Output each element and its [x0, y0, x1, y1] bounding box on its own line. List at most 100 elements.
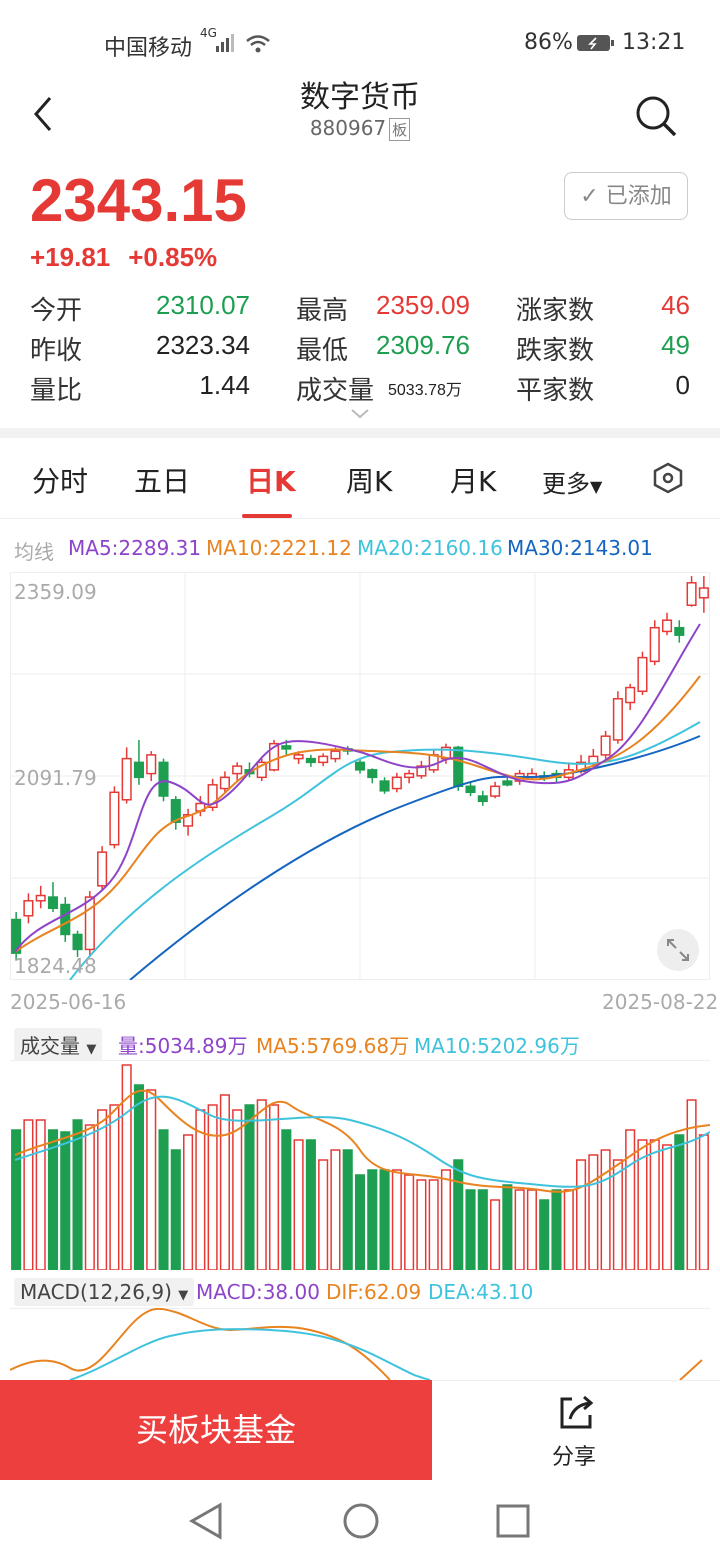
- candle-body: [330, 750, 341, 760]
- price-change: +19.81 +0.85%: [30, 242, 235, 273]
- change-percent: +0.85%: [128, 242, 218, 272]
- volume-bar: [391, 1169, 402, 1270]
- check-icon: ✓: [580, 184, 599, 209]
- volume-bar: [686, 1099, 697, 1270]
- tab-more-label: 更多: [542, 470, 590, 498]
- added-watchlist-button[interactable]: ✓ 已添加: [564, 172, 688, 220]
- volume-bar: [539, 1199, 550, 1270]
- tab-daily-k[interactable]: 日K: [246, 465, 296, 498]
- volume-bar: [440, 1169, 452, 1270]
- candle-body: [256, 761, 267, 779]
- volume-bar: [60, 1131, 71, 1270]
- volume-bar: [183, 1134, 194, 1270]
- ma5-legend: MA5:2289.31: [68, 536, 202, 560]
- stat-value-decliners: 49: [661, 330, 690, 360]
- tab-intraday[interactable]: 分时: [32, 465, 89, 498]
- nav-back-icon[interactable]: [188, 1502, 224, 1540]
- ma20-legend: MA20:2160.16: [357, 536, 503, 560]
- candle-body: [305, 757, 316, 764]
- y-axis-min-label: 1824.48: [14, 954, 97, 978]
- tab-five-day[interactable]: 五日: [134, 465, 191, 498]
- candle-body: [649, 626, 660, 663]
- volume-ma10-line: [14, 1095, 710, 1188]
- buy-sector-fund-button[interactable]: 买板块基金: [0, 1380, 432, 1480]
- candle-body: [219, 776, 230, 790]
- volume-bar: [576, 1159, 587, 1270]
- volume-bar: [404, 1174, 415, 1270]
- candle-body: [84, 896, 95, 951]
- candle-body: [686, 582, 697, 606]
- sector-badge: 板: [389, 118, 411, 141]
- volume-chart[interactable]: [10, 1060, 710, 1270]
- candle-body: [661, 619, 673, 633]
- volume-bar: [477, 1189, 488, 1270]
- status-bar: 中国移动 4G 86% 13:21: [0, 0, 720, 80]
- stat-value-volume-ratio: 1.44: [199, 370, 250, 400]
- ma10-legend: MA10:2221.12: [206, 536, 352, 560]
- macd-value-legend: MACD:38.00: [196, 1280, 320, 1304]
- candle-body: [268, 742, 280, 771]
- volume-bar: [342, 1149, 353, 1270]
- volume-selector[interactable]: 成交量 ▼: [14, 1028, 103, 1061]
- volume-bar: [268, 1104, 280, 1270]
- volume-bar: [47, 1129, 59, 1270]
- volume-bar: [72, 1119, 83, 1270]
- stat-label-high: 最高: [296, 296, 349, 326]
- volume-bar: [97, 1109, 108, 1270]
- stat-label-unchanged: 平家数: [516, 376, 595, 406]
- volume-bar: [207, 1104, 218, 1270]
- candle-body: [453, 746, 464, 788]
- candle-body: [416, 765, 427, 777]
- tab-monthly-k[interactable]: 月K: [450, 465, 497, 498]
- sector-code-text: 880967: [309, 116, 387, 140]
- volume-bar: [514, 1189, 525, 1270]
- ma5-line: [14, 623, 701, 953]
- current-price: 2343.15: [30, 167, 247, 234]
- volume-bar: [416, 1179, 427, 1270]
- tab-weekly-k[interactable]: 周K: [346, 465, 393, 498]
- volume-bar: [698, 1134, 709, 1270]
- stat-value-unchanged: 0: [675, 370, 690, 400]
- dif-legend: DIF:62.09: [326, 1280, 422, 1304]
- candle-body: [72, 933, 83, 951]
- nav-recents-icon[interactable]: [496, 1504, 530, 1538]
- candle-body: [318, 755, 329, 764]
- fullscreen-icon[interactable]: [656, 928, 700, 972]
- back-arrow-icon[interactable]: [28, 94, 58, 134]
- expand-chevron-icon[interactable]: [350, 408, 370, 420]
- stat-value-prev-close: 2323.34: [156, 330, 250, 360]
- tab-more[interactable]: 更多▼: [542, 464, 602, 499]
- volume-bar: [490, 1199, 501, 1270]
- share-button[interactable]: 分享: [432, 1380, 720, 1481]
- tabs-divider: [0, 518, 720, 519]
- search-icon[interactable]: [632, 92, 680, 140]
- candle-body: [367, 769, 378, 779]
- page-title: 数字货币: [300, 80, 420, 115]
- candle-body: [625, 686, 636, 704]
- macd-selector[interactable]: MACD(12,26,9) ▼: [14, 1278, 195, 1306]
- volume-bar: [35, 1119, 46, 1270]
- active-tab-indicator: [242, 514, 292, 518]
- volume-bar: [121, 1064, 132, 1270]
- volume-ma5-legend: MA5:5769.68万: [256, 1034, 410, 1058]
- volume-bar: [625, 1129, 636, 1270]
- settings-hexagon-icon[interactable]: [652, 462, 684, 494]
- candle-body: [502, 780, 513, 786]
- volume-bar: [588, 1154, 599, 1270]
- volume-bar: [244, 1104, 255, 1270]
- volume-bar: [649, 1139, 660, 1270]
- carrier-label: 中国移动: [104, 36, 193, 61]
- volume-bar: [551, 1189, 562, 1270]
- volume-bar: [465, 1189, 476, 1270]
- macd-chart[interactable]: [10, 1308, 710, 1380]
- dif-line-tail: [679, 1359, 703, 1380]
- candle-body: [354, 761, 366, 771]
- kline-chart[interactable]: [10, 572, 710, 980]
- candle-body: [47, 896, 59, 910]
- clock: 13:21: [622, 30, 686, 55]
- system-navigation-bar: [0, 1480, 720, 1560]
- candle-body: [674, 626, 685, 636]
- candle-body: [23, 900, 34, 917]
- network-label: 4G: [200, 26, 217, 40]
- nav-home-icon[interactable]: [342, 1502, 380, 1540]
